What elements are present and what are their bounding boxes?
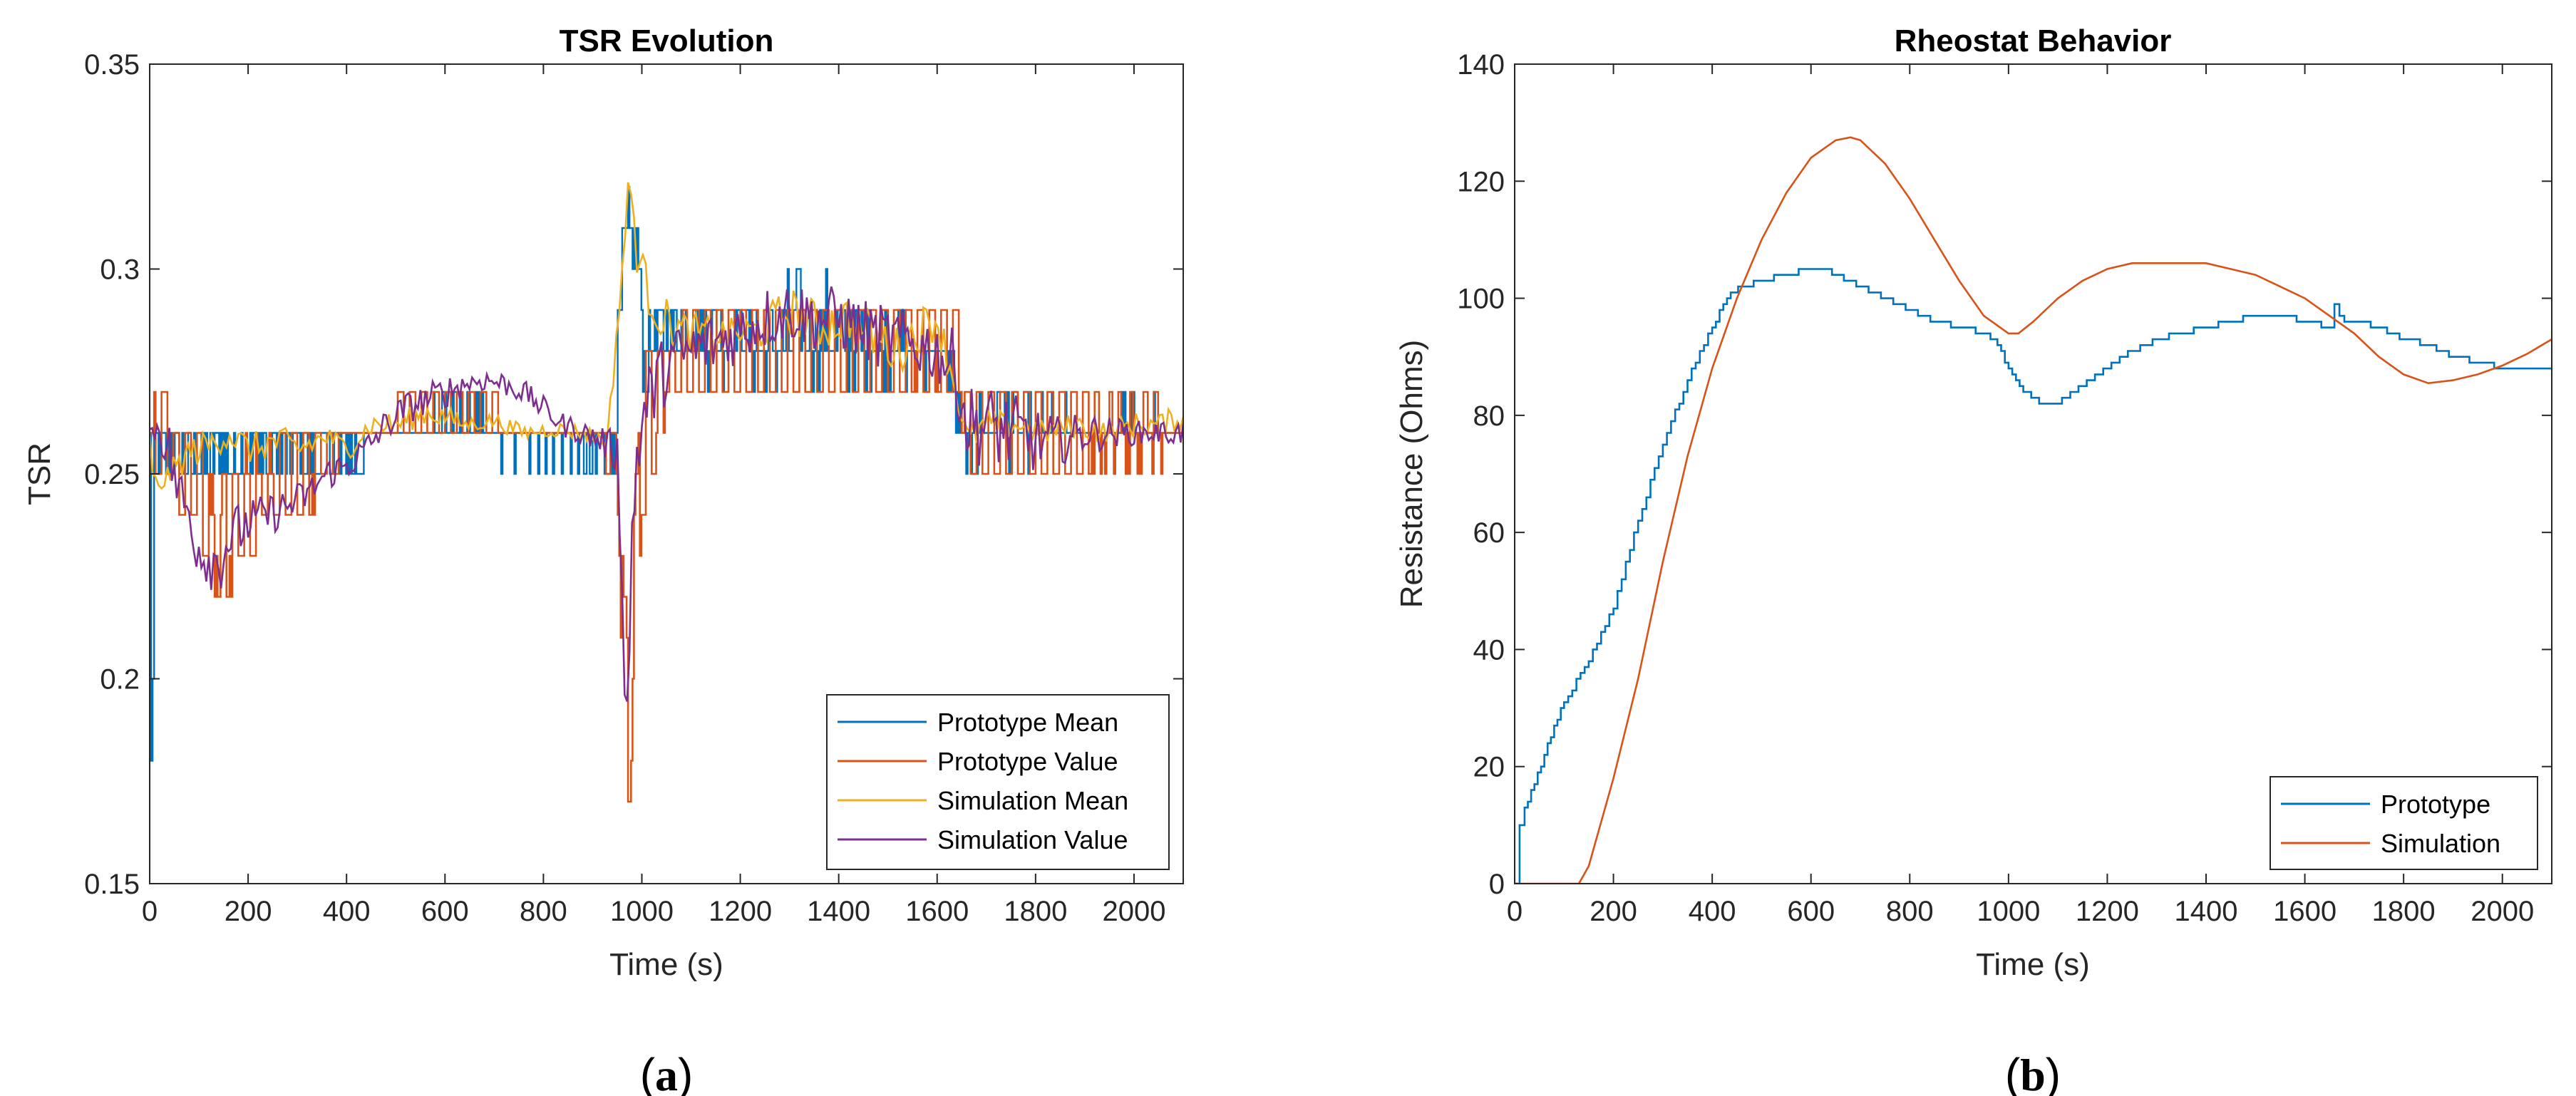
panel-sublabel: (a): [640, 1049, 694, 1096]
x-tick-label: 800: [520, 896, 567, 927]
series-line: [1515, 268, 2552, 884]
tsr-series-layer: [150, 182, 1183, 803]
legend-entry: Simulation Mean: [838, 786, 1128, 815]
x-tick-label: 400: [323, 896, 371, 927]
y-tick-label: 60: [1473, 517, 1505, 549]
x-tick-label: 1600: [2273, 896, 2337, 927]
y-tick-label: 0.15: [84, 869, 140, 900]
legend: Prototype Simulation: [2270, 776, 2538, 870]
sublabel-close: ): [2046, 1049, 2061, 1096]
y-tick-label: 0.35: [84, 49, 140, 81]
tsr-tick-layer: 0 200 400 600 800 1000 1200 1400 1600 1800 2000 0.1…: [84, 49, 1183, 927]
y-axis-label: Resistance (Ohms): [1394, 340, 1429, 609]
legend-entry: Simulation Value: [838, 825, 1128, 854]
panel-sublabel: (b): [2005, 1049, 2061, 1096]
legend-label: Prototype Mean: [937, 708, 1118, 737]
y-tick-label: 140: [1457, 49, 1505, 81]
legend-label: Simulation: [2381, 829, 2500, 858]
x-tick-label: 0: [142, 896, 158, 927]
y-axis-label: TSR: [22, 443, 57, 505]
series-line: [150, 186, 1183, 762]
x-tick-label: 2000: [1102, 896, 1165, 927]
rheostat-tick-layer: 0 200 400 600 800 1000 1200 1400 1600 1800 2000 0 20…: [1457, 49, 2552, 927]
x-tick-label: 1000: [610, 896, 674, 927]
legend-label: Prototype Value: [937, 747, 1118, 776]
y-tick-label: 0: [1489, 869, 1505, 900]
x-tick-label: 1400: [807, 896, 870, 927]
legend-box: [826, 694, 1170, 870]
legend-entry: Prototype: [2281, 790, 2490, 819]
x-tick-label: 1200: [2076, 896, 2139, 927]
sublabel-open: (: [640, 1049, 655, 1096]
x-tick-label: 800: [1886, 896, 1934, 927]
y-tick-label: 0.2: [100, 664, 140, 696]
x-tick-label: 1200: [709, 896, 772, 927]
series-line: [1515, 136, 2552, 884]
x-tick-label: 1600: [905, 896, 969, 927]
x-axis-label: Time (s): [609, 947, 723, 982]
y-tick-label: 120: [1457, 166, 1505, 197]
legend-entry: Prototype Mean: [838, 708, 1118, 737]
y-tick-label: 100: [1457, 284, 1505, 315]
legend-label: Prototype: [2381, 790, 2490, 819]
x-axis-label: Time (s): [1976, 947, 2090, 982]
x-tick-label: 600: [1787, 896, 1835, 927]
legend-entry: Simulation: [2281, 829, 2500, 858]
svg-text:(a): (a): [640, 1049, 694, 1096]
x-tick-label: 0: [1507, 896, 1523, 927]
chart-title: TSR Evolution: [560, 24, 774, 58]
tsr-evolution-panel: 0 200 400 600 800 1000 1200 1400 1600 1800 2000 0.1…: [22, 24, 1184, 1096]
sublabel-letter: a: [655, 1050, 678, 1096]
axes-box: [1514, 63, 2552, 884]
chart-title: Rheostat Behavior: [1895, 24, 2172, 58]
legend: Prototype Mean Prototype Value Simulatio…: [826, 694, 1170, 870]
x-tick-label: 1800: [2372, 896, 2436, 927]
svg-text:(b): (b): [2005, 1049, 2061, 1096]
y-tick-label: 0.25: [84, 459, 140, 490]
x-tick-label: 1400: [2175, 896, 2238, 927]
sublabel-close: ): [678, 1049, 693, 1096]
rheostat-behavior-panel: 0 200 400 600 800 1000 1200 1400 1600 1800 2000 0 20…: [1394, 24, 2552, 1096]
legend-box: [2270, 776, 2538, 870]
x-tick-label: 1800: [1004, 896, 1067, 927]
x-tick-label: 200: [1590, 896, 1637, 927]
x-tick-label: 1000: [1977, 896, 2040, 927]
x-tick-label: 600: [421, 896, 469, 927]
series-line: [150, 309, 1183, 803]
x-tick-label: 2000: [2471, 896, 2534, 927]
sublabel-open: (: [2005, 1049, 2020, 1096]
x-tick-label: 200: [225, 896, 272, 927]
legend-entry: Prototype Value: [838, 747, 1118, 776]
rheostat-series-layer: [1515, 136, 2552, 884]
y-tick-label: 80: [1473, 400, 1505, 432]
y-tick-label: 20: [1473, 752, 1505, 783]
y-tick-label: 0.3: [100, 254, 140, 286]
plot-area-background: [1515, 64, 2552, 884]
legend-label: Simulation Mean: [937, 786, 1128, 815]
legend-label: Simulation Value: [937, 825, 1128, 854]
x-tick-label: 400: [1689, 896, 1736, 927]
series-line: [150, 286, 1183, 702]
y-tick-label: 40: [1473, 634, 1505, 666]
sublabel-letter: b: [2020, 1050, 2046, 1096]
